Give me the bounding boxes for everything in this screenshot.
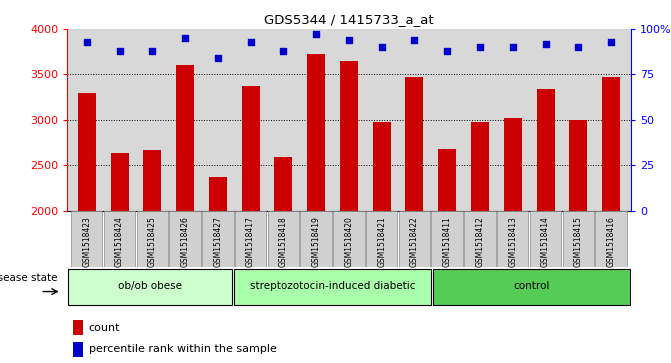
Text: control: control <box>513 281 550 291</box>
Bar <box>405 77 423 211</box>
Bar <box>602 77 620 211</box>
Bar <box>209 177 227 211</box>
Bar <box>242 86 260 211</box>
FancyBboxPatch shape <box>301 211 332 267</box>
Text: GSM1518414: GSM1518414 <box>541 216 550 267</box>
Text: ob/ob obese: ob/ob obese <box>118 281 182 291</box>
Title: GDS5344 / 1415733_a_at: GDS5344 / 1415733_a_at <box>264 13 433 26</box>
Point <box>180 35 191 41</box>
Bar <box>144 150 161 211</box>
FancyBboxPatch shape <box>68 269 232 305</box>
FancyBboxPatch shape <box>431 211 463 267</box>
Text: GSM1518419: GSM1518419 <box>311 216 321 267</box>
FancyBboxPatch shape <box>71 211 103 267</box>
Bar <box>372 122 391 211</box>
Point <box>278 48 289 54</box>
Text: GSM1518427: GSM1518427 <box>213 216 222 267</box>
FancyBboxPatch shape <box>562 211 594 267</box>
Text: percentile rank within the sample: percentile rank within the sample <box>89 344 276 354</box>
Bar <box>569 120 587 211</box>
Text: GSM1518417: GSM1518417 <box>246 216 255 267</box>
Text: GSM1518426: GSM1518426 <box>180 216 190 267</box>
Text: GSM1518418: GSM1518418 <box>279 216 288 267</box>
FancyBboxPatch shape <box>366 211 397 267</box>
Point <box>442 48 453 54</box>
Point <box>409 37 420 43</box>
Point <box>245 39 256 45</box>
Point <box>606 39 617 45</box>
Text: streptozotocin-induced diabetic: streptozotocin-induced diabetic <box>250 281 415 291</box>
FancyBboxPatch shape <box>497 211 529 267</box>
Point <box>507 44 518 50</box>
Text: GSM1518425: GSM1518425 <box>148 216 157 267</box>
Text: count: count <box>89 323 120 333</box>
Point <box>147 48 158 54</box>
Bar <box>72 342 83 357</box>
Text: GSM1518421: GSM1518421 <box>377 216 386 267</box>
FancyBboxPatch shape <box>530 211 561 267</box>
FancyBboxPatch shape <box>464 211 496 267</box>
FancyBboxPatch shape <box>104 211 136 267</box>
Text: GSM1518423: GSM1518423 <box>83 216 91 267</box>
Point <box>540 41 551 46</box>
Text: GSM1518411: GSM1518411 <box>443 216 452 267</box>
Bar <box>340 61 358 211</box>
Bar <box>537 89 554 211</box>
Text: GSM1518422: GSM1518422 <box>410 216 419 267</box>
Bar <box>471 122 489 211</box>
Bar <box>307 54 325 211</box>
Bar <box>274 157 293 211</box>
FancyBboxPatch shape <box>433 269 630 305</box>
Bar <box>72 320 83 335</box>
Point <box>114 48 125 54</box>
FancyBboxPatch shape <box>137 211 168 267</box>
Bar <box>111 153 129 211</box>
Text: GSM1518420: GSM1518420 <box>344 216 354 267</box>
FancyBboxPatch shape <box>202 211 234 267</box>
Bar <box>504 118 522 211</box>
Point <box>213 55 223 61</box>
FancyBboxPatch shape <box>333 211 364 267</box>
Text: GSM1518415: GSM1518415 <box>574 216 583 267</box>
FancyBboxPatch shape <box>169 211 201 267</box>
Point <box>311 32 321 37</box>
Text: GSM1518424: GSM1518424 <box>115 216 124 267</box>
Point <box>344 37 354 43</box>
Point <box>81 39 92 45</box>
Bar <box>176 65 194 211</box>
FancyBboxPatch shape <box>235 211 266 267</box>
Point <box>376 44 387 50</box>
FancyBboxPatch shape <box>595 211 627 267</box>
Point <box>573 44 584 50</box>
Text: GSM1518413: GSM1518413 <box>508 216 517 267</box>
FancyBboxPatch shape <box>268 211 299 267</box>
Text: GSM1518412: GSM1518412 <box>476 216 484 267</box>
Bar <box>78 93 96 211</box>
FancyBboxPatch shape <box>234 269 431 305</box>
Bar <box>438 149 456 211</box>
FancyBboxPatch shape <box>399 211 430 267</box>
Point <box>474 44 485 50</box>
Text: disease state: disease state <box>0 273 57 283</box>
Text: GSM1518416: GSM1518416 <box>607 216 615 267</box>
